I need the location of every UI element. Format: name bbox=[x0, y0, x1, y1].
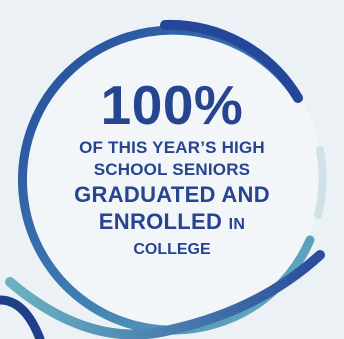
ring-fill bbox=[22, 25, 322, 325]
ring-lower-left-arc bbox=[0, 295, 45, 339]
stat-line-4-bold: ENROLLED bbox=[98, 209, 223, 234]
ring-track-light bbox=[314, 146, 327, 219]
ring-bottom-arc bbox=[5, 250, 325, 339]
stat-line-2: SCHOOL SENIORS bbox=[93, 160, 251, 179]
stat-text-block: 100% OF THIS YEAR’S HIGH SCHOOL SENIORS … bbox=[57, 78, 287, 261]
stat-value: 100% bbox=[100, 74, 244, 136]
stat-line-1: OF THIS YEAR’S HIGH bbox=[79, 138, 265, 157]
stat-line-4: ENROLLED IN bbox=[57, 208, 287, 238]
stat-line-3: GRADUATED AND bbox=[74, 182, 270, 207]
ring-accent-top bbox=[160, 19, 303, 103]
stat-line-4-small: IN bbox=[228, 216, 246, 233]
stat-line-5: COLLEGE bbox=[133, 241, 211, 258]
